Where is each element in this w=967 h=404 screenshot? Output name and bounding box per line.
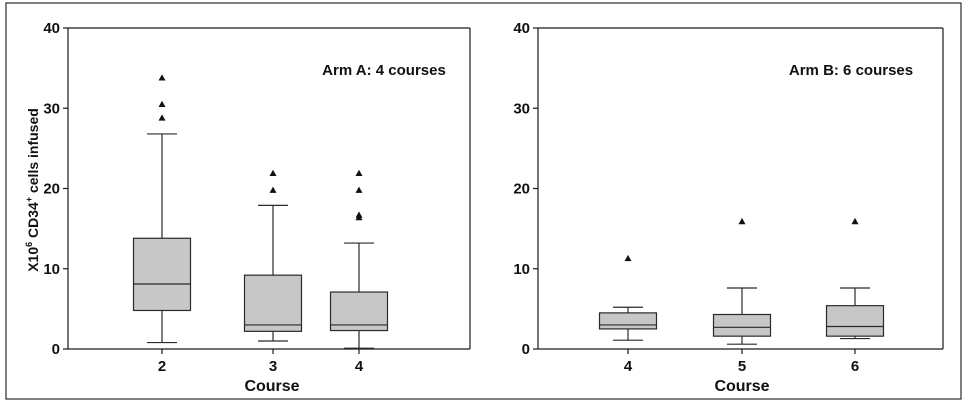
y-axis-title-part: cells infused [25,108,41,197]
y-tick-label: 0 [522,341,530,358]
x-tick-label: 4 [355,358,364,375]
y-tick-label: 40 [513,20,530,37]
x-tick-label: 3 [269,358,277,375]
x-axis-title-arm-a: Course [244,378,299,395]
outlier-point [158,74,166,81]
outlier-point [269,186,277,193]
y-axis-title-part: CD34 [25,202,41,242]
outlier-point [851,217,859,225]
y-tick-label: 30 [513,100,530,117]
y-axis-title-superscript: 6 [24,242,34,247]
outlier-point [355,169,363,177]
y-tick-label: 40 [43,20,60,37]
box-iqr [243,274,303,332]
x-tick-label: 5 [738,358,746,375]
outlier-point [355,186,363,193]
y-tick-label: 10 [43,261,60,278]
outlier-point [158,114,166,121]
x-axis-title-arm-b: Course [714,378,769,395]
x-tick-label: 2 [158,358,166,375]
panel-label-arm-b: Arm B: 6 courses [789,62,913,79]
box-iqr [132,237,192,312]
y-tick-label: 10 [513,261,530,278]
box-iqr [712,313,772,337]
outlier-point [269,169,277,177]
y-tick-label: 0 [52,341,60,358]
y-tick-label: 20 [43,181,60,198]
x-tick-label: 4 [624,358,633,375]
y-tick-label: 30 [43,100,60,117]
outlier-point [158,100,166,108]
outlier-point [624,254,632,262]
box-iqr [329,291,389,332]
x-tick-label: 6 [851,358,859,375]
y-axis-title: X106 CD34+ cells infused [24,108,41,272]
box-iqr [825,305,885,337]
box-iqr [598,312,658,330]
y-axis-title-superscript: + [24,197,34,202]
figure-border [5,2,962,400]
outlier-point [738,217,746,225]
panel-label-arm-a: Arm A: 4 courses [322,62,446,79]
outlier-point [355,211,363,218]
y-tick-label: 20 [513,181,530,198]
y-axis-title-part: X10 [25,247,41,272]
